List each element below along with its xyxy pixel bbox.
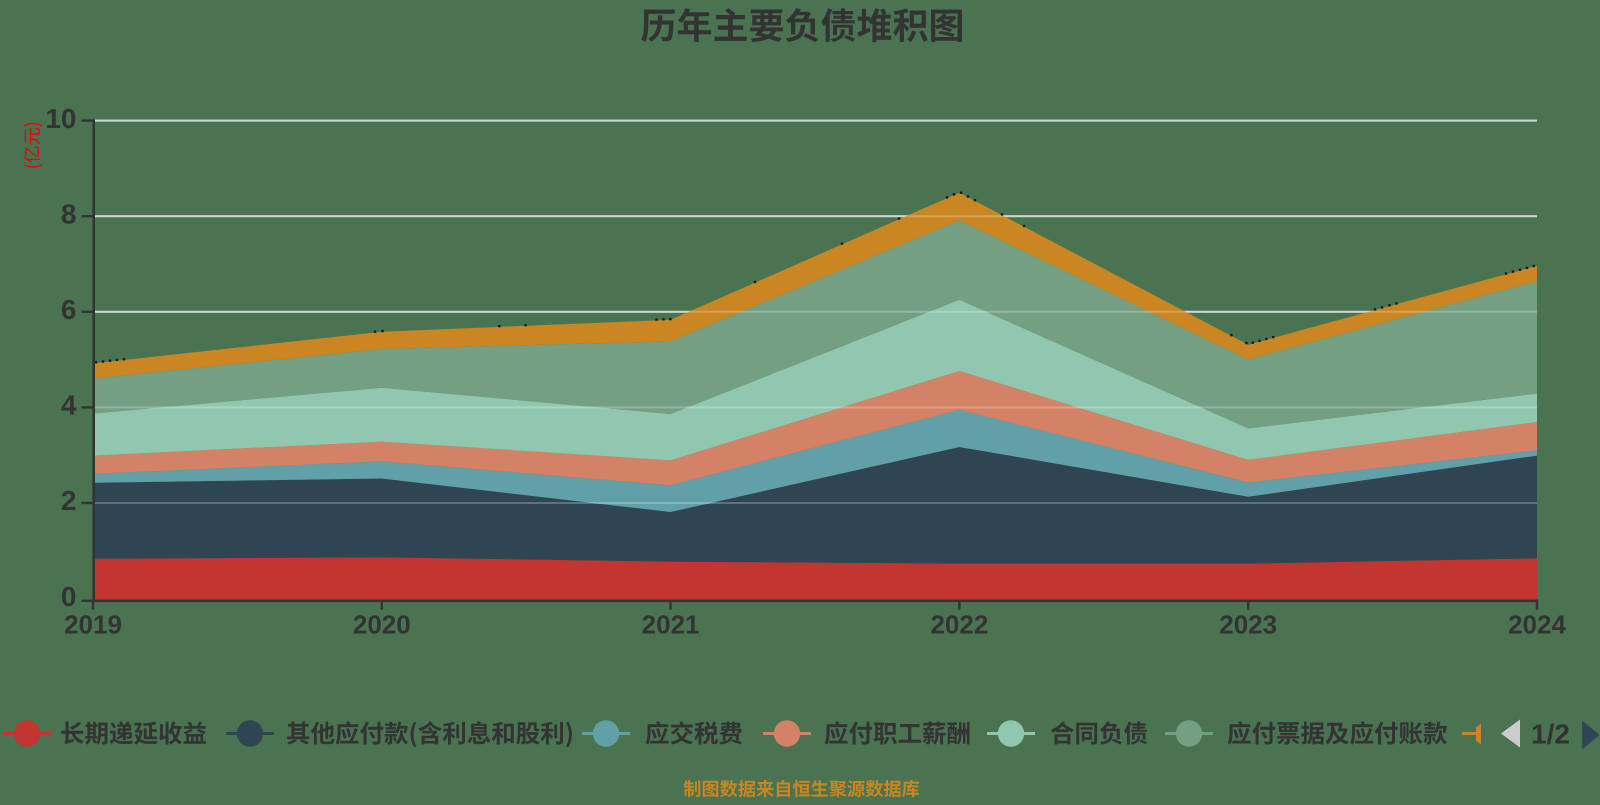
svg-text:2: 2 [61,485,77,516]
svg-text:1/2: 1/2 [1531,719,1570,750]
svg-text:2024: 2024 [1508,610,1566,640]
svg-text:2020: 2020 [353,610,411,640]
svg-text:6: 6 [61,294,77,325]
svg-text:8: 8 [61,198,77,229]
svg-text:2023: 2023 [1219,610,1277,640]
svg-text:2019: 2019 [64,610,122,640]
svg-text:0: 0 [61,581,77,612]
svg-text:2022: 2022 [930,610,988,640]
svg-text:4: 4 [61,390,77,421]
svg-text:2021: 2021 [642,610,700,640]
svg-text:10: 10 [45,103,76,134]
